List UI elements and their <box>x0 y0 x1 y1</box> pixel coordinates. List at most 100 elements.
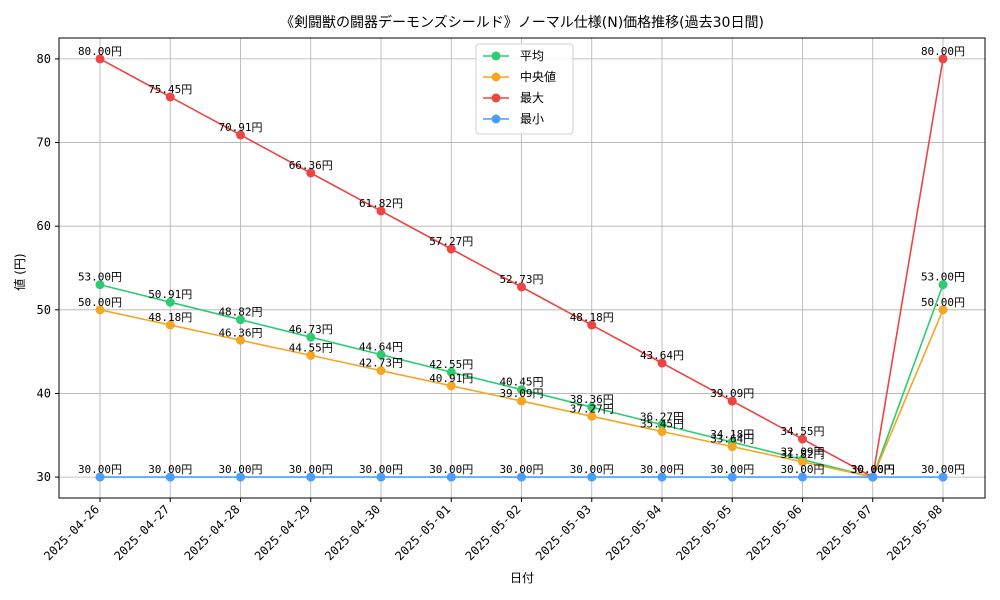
x-axis-title: 日付 <box>510 571 534 585</box>
data-label: 46.73円 <box>289 323 333 336</box>
data-point <box>517 396 526 406</box>
data-label: 34.55円 <box>780 425 824 438</box>
y-tick-label: 70 <box>37 136 51 150</box>
data-point <box>446 381 456 391</box>
data-label: 37.27円 <box>570 402 614 415</box>
data-point <box>798 457 807 467</box>
data-point <box>938 472 948 482</box>
data-label: 57.27円 <box>429 235 473 248</box>
data-point <box>165 472 175 482</box>
data-label: 30.00円 <box>921 463 965 476</box>
data-label: 30.00円 <box>640 463 684 476</box>
data-point <box>95 280 105 290</box>
legend-label: 平均 <box>520 49 544 63</box>
data-label: 30.00円 <box>851 463 895 476</box>
data-point <box>165 92 175 102</box>
data-label: 43.64円 <box>640 349 684 362</box>
data-label: 48.82円 <box>218 306 262 319</box>
data-point <box>938 305 948 315</box>
legend-item: 中央値 <box>483 69 556 84</box>
legend-marker <box>491 51 501 61</box>
data-label: 42.55円 <box>429 358 473 371</box>
legend-label: 最大 <box>520 91 544 105</box>
data-label: 53.00円 <box>78 271 122 284</box>
data-point <box>587 402 597 412</box>
data-point <box>376 472 386 482</box>
data-label: 40.45円 <box>499 376 543 389</box>
data-point <box>446 244 456 254</box>
data-label: 30.00円 <box>851 463 895 476</box>
data-label: 30.00円 <box>570 463 614 476</box>
y-tick-label: 80 <box>37 52 51 66</box>
data-point <box>587 411 597 421</box>
data-label: 30.00円 <box>851 463 895 476</box>
data-label: 32.09円 <box>780 446 824 459</box>
data-label: 30.00円 <box>851 463 895 476</box>
data-label: 53.00円 <box>921 271 965 284</box>
data-point <box>236 315 245 325</box>
data-point <box>727 442 737 452</box>
y-tick-label: 30 <box>37 470 51 484</box>
legend-item: 最小 <box>483 112 544 126</box>
data-label: 48.18円 <box>148 311 192 324</box>
series-layer <box>95 54 948 482</box>
data-label: 30.00円 <box>78 463 122 476</box>
data-point <box>376 366 386 376</box>
data-point <box>517 385 526 395</box>
data-point <box>446 367 456 377</box>
data-label: 48.18円 <box>570 311 614 324</box>
data-label: 39.09円 <box>499 387 543 400</box>
data-label: 30.00円 <box>289 463 333 476</box>
data-point <box>306 350 316 360</box>
data-label: 50.00円 <box>921 296 965 309</box>
data-point <box>95 305 105 315</box>
data-point <box>657 472 667 482</box>
series-3 <box>95 472 948 482</box>
data-label: 30.00円 <box>148 463 192 476</box>
data-point <box>517 282 526 292</box>
data-label: 75.45円 <box>148 83 192 96</box>
data-label: 36.27円 <box>640 411 684 424</box>
data-label: 70.91円 <box>218 121 262 134</box>
data-point <box>798 434 807 444</box>
data-point <box>236 130 245 140</box>
data-label: 34.18円 <box>710 428 754 441</box>
data-point <box>868 472 878 482</box>
data-point <box>657 427 667 437</box>
data-point <box>95 472 105 482</box>
legend-item: 平均 <box>483 49 544 63</box>
data-point <box>95 54 105 64</box>
y-tick-label: 50 <box>37 303 51 317</box>
data-label: 30.00円 <box>359 463 403 476</box>
data-label: 44.55円 <box>289 341 333 354</box>
y-tick-label: 40 <box>37 386 51 400</box>
data-label: 30.00円 <box>499 463 543 476</box>
data-point <box>236 335 245 345</box>
data-label: 52.73円 <box>499 273 543 286</box>
data-point <box>165 297 175 307</box>
data-point <box>798 472 807 482</box>
data-point <box>657 358 667 368</box>
data-label: 42.73円 <box>359 357 403 370</box>
data-point <box>446 472 456 482</box>
legend-marker <box>491 93 501 103</box>
data-point <box>165 320 175 330</box>
data-point <box>236 472 245 482</box>
data-label: 66.36円 <box>289 159 333 172</box>
data-label: 80.00円 <box>78 45 122 58</box>
data-point <box>306 472 316 482</box>
legend-label: 中央値 <box>520 69 556 84</box>
data-point <box>376 206 386 216</box>
data-point <box>306 168 316 178</box>
legend-marker <box>491 114 501 124</box>
data-point <box>727 396 737 406</box>
data-point <box>517 472 526 482</box>
data-label: 50.91円 <box>148 288 192 301</box>
data-label: 30.00円 <box>429 463 473 476</box>
data-labels: 53.00円 50.91円 48.82円 46.73円 44.64円 42.55円 40.4… <box>78 45 965 476</box>
data-label: 30.00円 <box>780 463 824 476</box>
data-point <box>938 54 948 64</box>
data-label: 80.00円 <box>921 45 965 58</box>
